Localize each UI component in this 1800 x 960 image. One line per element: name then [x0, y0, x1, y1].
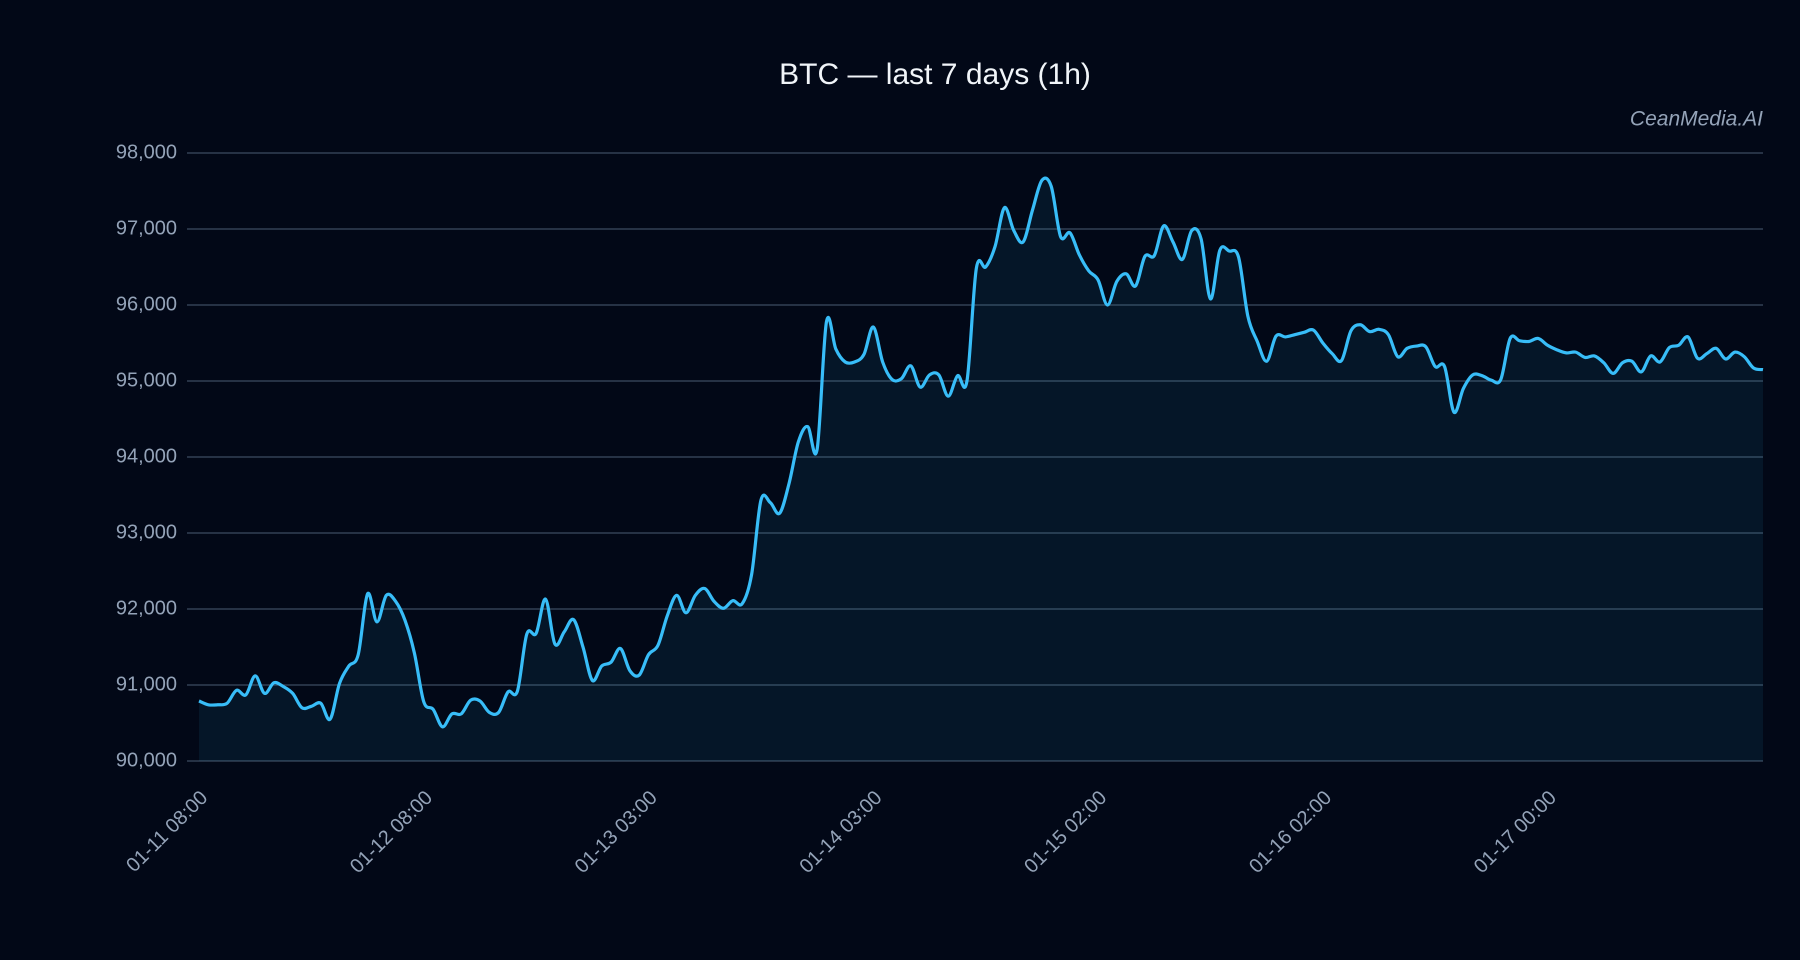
y-tick-label: 97,000 [116, 217, 177, 239]
y-tick-label: 92,000 [116, 597, 177, 619]
chart-title: BTC — last 7 days (1h) [779, 58, 1091, 91]
watermark: CeanMedia.AI [1630, 108, 1763, 131]
y-tick-label: 98,000 [116, 141, 177, 163]
y-tick-label: 90,000 [116, 749, 177, 771]
y-tick-label: 91,000 [116, 673, 177, 695]
y-tick-label: 94,000 [116, 445, 177, 467]
line [198, 176, 1764, 729]
y-tick-label: 93,000 [116, 521, 177, 543]
area [199, 178, 1763, 761]
y-tick-label: 96,000 [116, 293, 177, 315]
y-tick-label: 95,000 [116, 369, 177, 391]
